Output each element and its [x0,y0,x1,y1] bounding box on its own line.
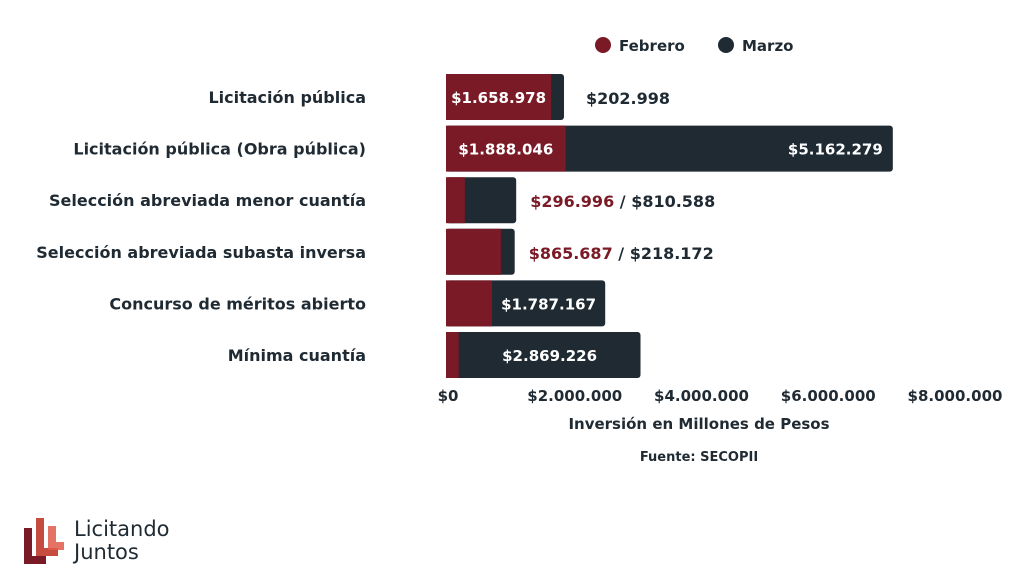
legend: Febrero Marzo [595,37,793,55]
data-label-marzo: $810.588 [631,192,715,211]
x-axis-title: Inversión en Millones de Pesos [568,415,829,433]
category-labels: Licitación pública Licitación pública (Ob… [36,88,366,365]
x-axis-ticks: $0 $2.000.000 $4.000.000 $6.000.000 $8.000.0… [438,387,1003,405]
legend-label-febrero: Febrero [619,37,685,55]
legend-swatch-marzo [718,37,734,53]
bar-febrero [446,280,492,327]
x-tick-label: $2.000.000 [527,387,622,405]
brand-line-2: Juntos [74,540,139,564]
bar-febrero [446,177,465,224]
category-label: Mínima cuantía [228,346,366,365]
brand-name: Licitando Juntos [74,518,170,564]
category-label: Licitación pública (Obra pública) [73,140,366,159]
bar-febrero [446,74,552,120]
bar-chart: Febrero Marzo Licitación públicaLicitació… [36,37,1003,465]
data-label-marzo: $1.787.167 [501,295,596,313]
data-label-marzo: $218.172 [630,244,714,263]
data-label-separator: / [614,192,631,211]
source-note: Fuente: SECOPII [640,450,758,465]
data-label-marzo: $202.998 [586,89,670,108]
category-label: Selección abreviada menor cuantía [49,191,366,210]
data-label-pair: $865.687 / $218.172 [529,244,714,263]
data-label-febrero: $1.658.978 [451,89,546,107]
data-label-pair: $296.996 / $810.588 [530,192,715,211]
brand-logo: Licitando Juntos [22,516,170,566]
data-label-febrero: $865.687 [529,244,613,263]
data-label-marzo: $2.869.226 [502,347,597,365]
bar-febrero [446,228,501,275]
data-label-febrero: $1.888.046 [458,141,553,159]
x-tick-label: $0 [438,387,459,405]
brand-line-1: Licitando [74,517,170,541]
bar-labels: $1.658.978 $202.998 $1.888.046 $5.162.279 $2… [451,89,883,365]
category-label: Selección abreviada subasta inversa [36,243,366,262]
x-tick-label: $6.000.000 [781,387,876,405]
bar-marzo [446,332,641,378]
data-label-separator: / [613,244,630,263]
category-label: Licitación pública [208,88,366,107]
x-tick-label: $8.000.000 [908,387,1003,405]
bars [446,74,893,378]
bar-febrero [446,332,459,378]
licitando-juntos-logo-icon [24,518,64,564]
data-label-febrero: $296.996 [530,192,614,211]
x-tick-label: $4.000.000 [654,387,749,405]
bar-febrero [446,125,566,172]
category-label: Concurso de méritos abierto [109,294,366,313]
data-label-marzo: $5.162.279 [788,141,883,159]
legend-swatch-febrero [595,37,611,53]
legend-label-marzo: Marzo [742,37,793,55]
